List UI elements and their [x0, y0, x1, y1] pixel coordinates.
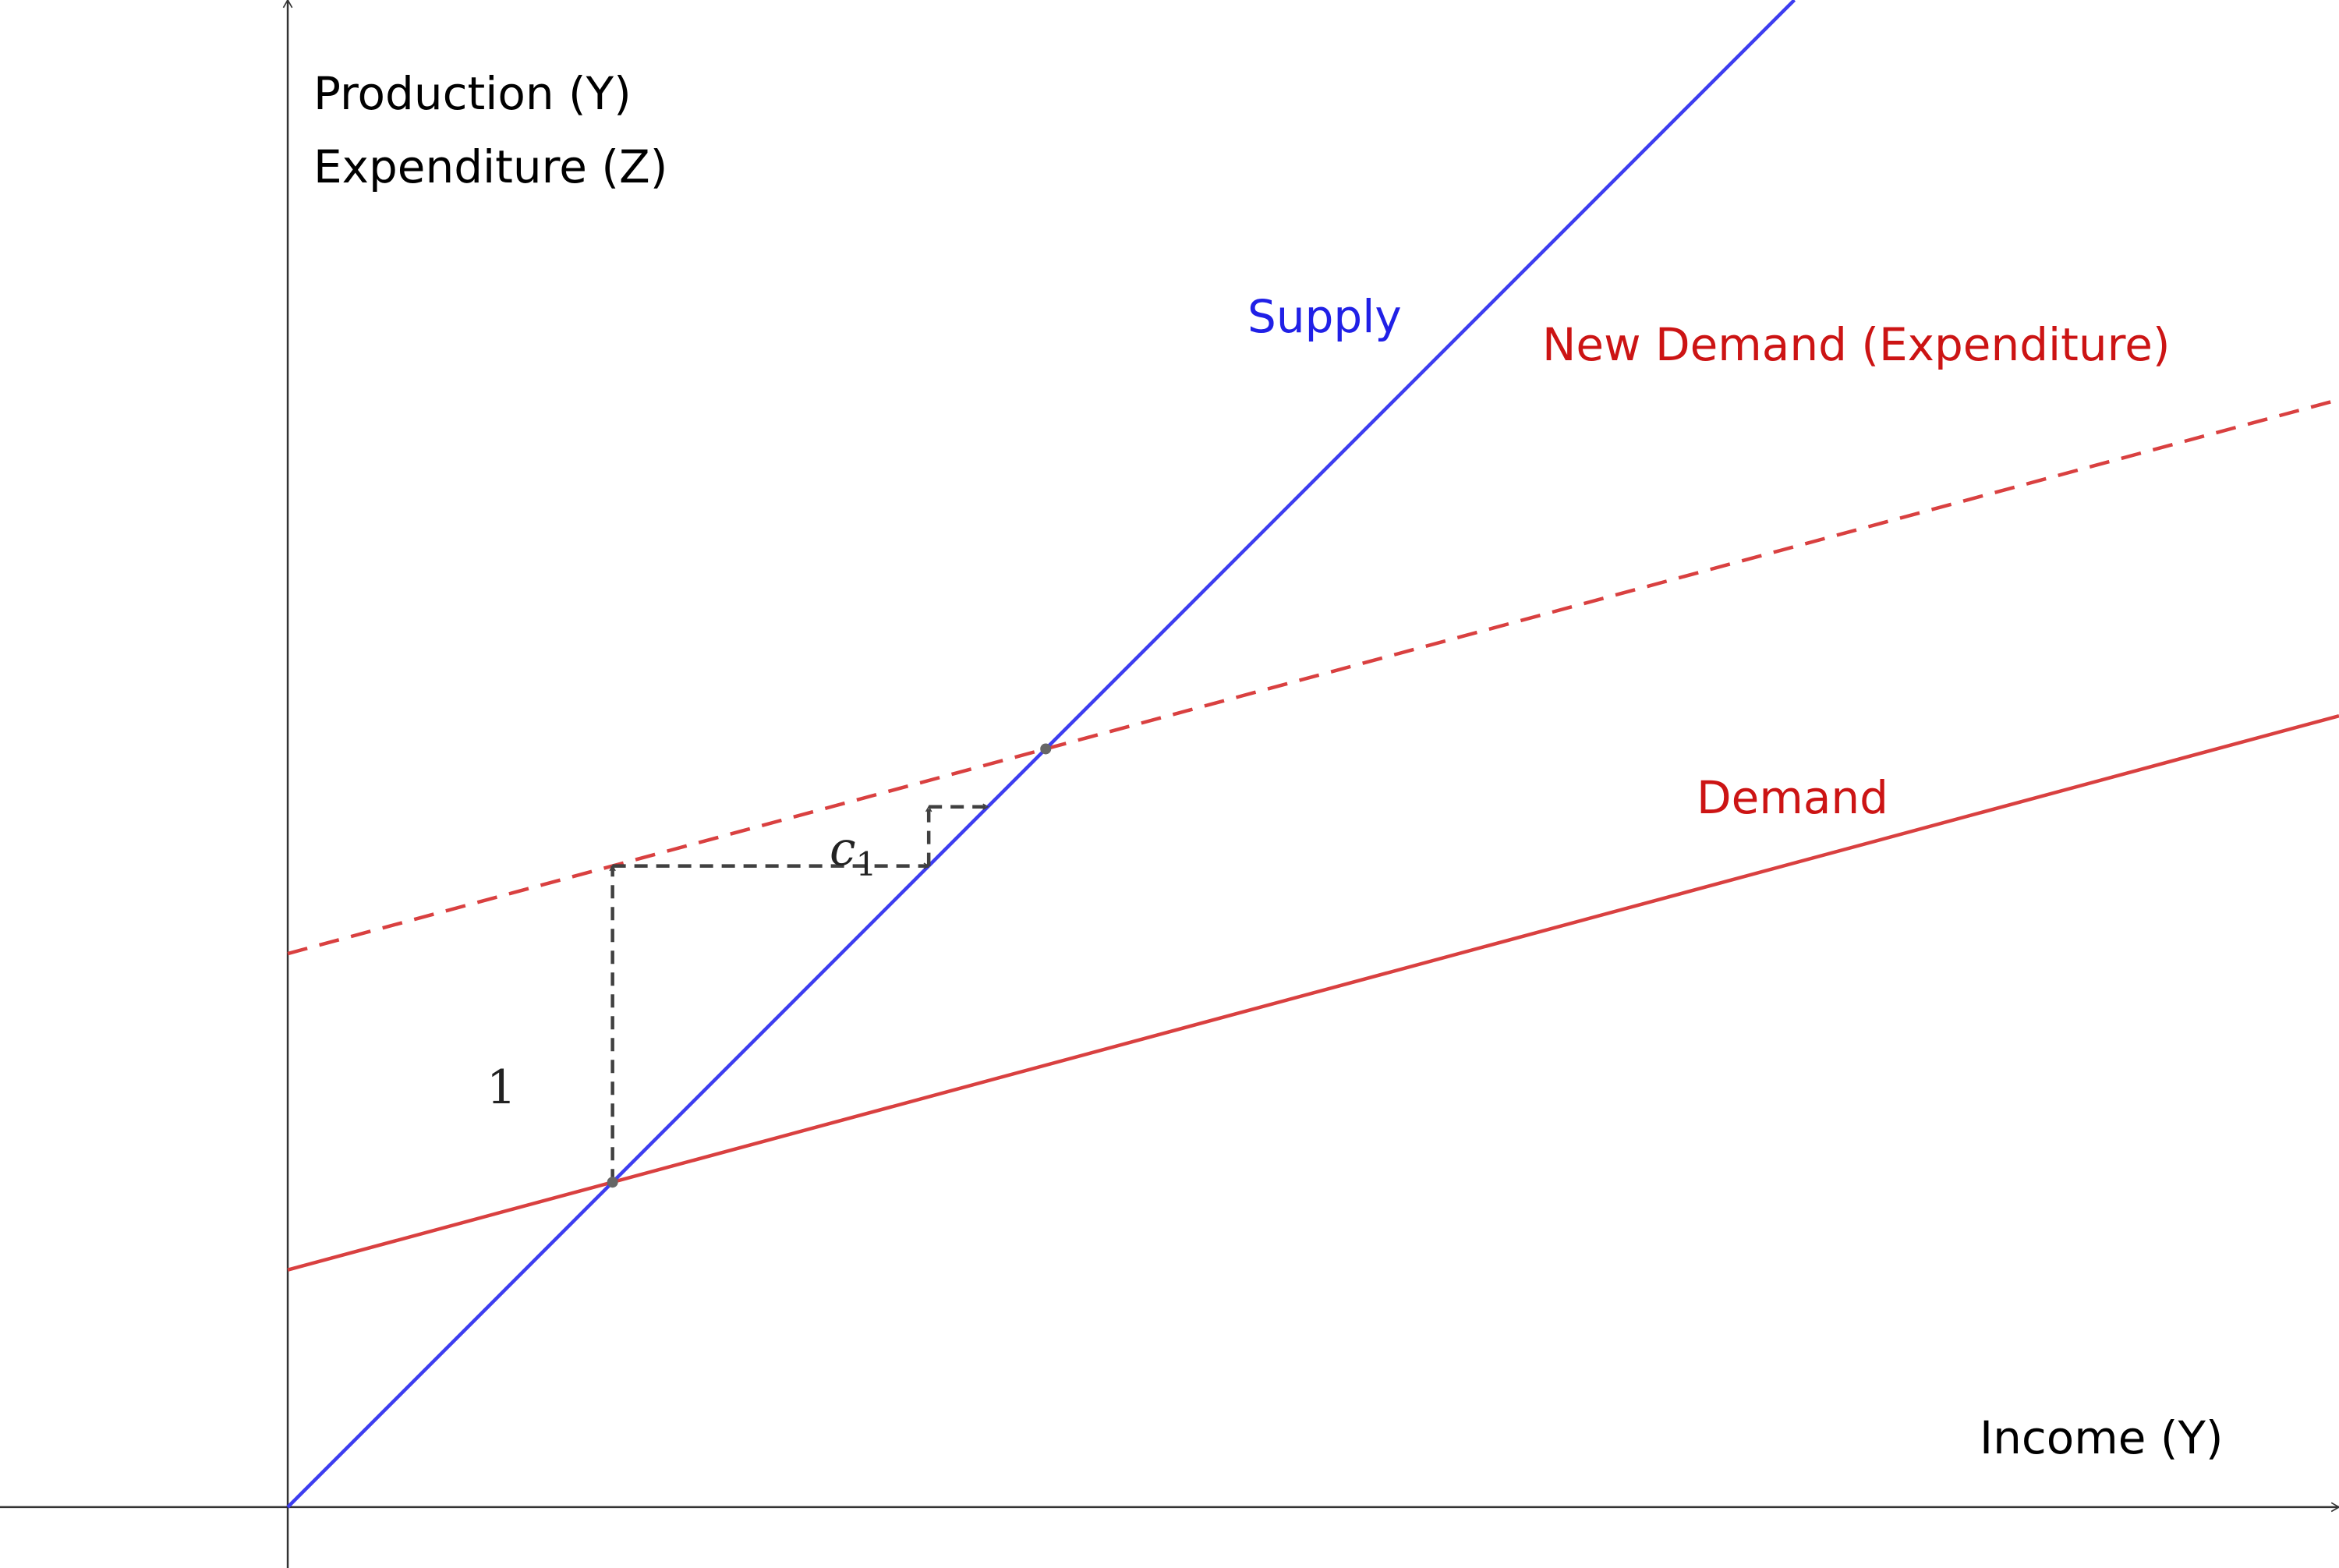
supply-line	[286, 0, 1796, 1509]
new-demand-label: New Demand (Expenditure)	[1542, 318, 2171, 371]
demand-line	[287, 713, 2339, 1272]
supply-label: Supply	[1247, 290, 1402, 343]
y-axis-label-production: Production (Y)	[313, 67, 632, 120]
step-c1-label: c1	[830, 822, 876, 883]
original-equilibrium-point	[607, 1177, 618, 1188]
step-one-label: 1	[487, 1060, 516, 1115]
new-demand-line	[287, 398, 2339, 956]
new-equilibrium-point	[1040, 743, 1052, 755]
x-axis-label: Income (Y)	[1980, 1411, 2224, 1464]
demand-label: Demand	[1697, 771, 1888, 824]
y-axis-label-expenditure: Expenditure (Z)	[313, 140, 667, 193]
